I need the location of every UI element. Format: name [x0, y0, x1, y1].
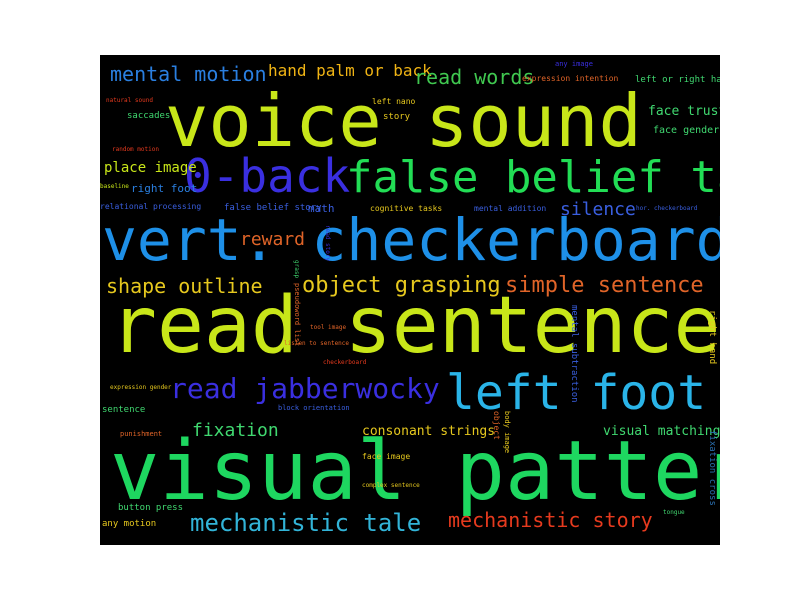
word-read-words: read words	[414, 65, 535, 89]
word-left-or-right-hand: left or right hand	[635, 75, 720, 85]
word-any-image: any image	[555, 60, 593, 68]
word-consonant-strings: consonant strings	[362, 424, 496, 439]
word-mechanistic-tale: mechanistic tale	[190, 509, 422, 537]
word-grasp: grasp	[293, 260, 300, 279]
word-simple-sentence: simple sentence	[505, 273, 704, 298]
word-0-back: 0-back	[184, 149, 351, 203]
word-expression-gender: expression gender	[110, 384, 172, 391]
word-false-belief-story: false belief story	[224, 203, 322, 213]
word-block-orientation: block orientation	[278, 404, 350, 412]
word-vert-checkerboard: vert. checkerboard	[102, 206, 720, 274]
word-math: math	[308, 202, 335, 215]
word-mental-subtraction: mental subtraction	[569, 305, 579, 403]
word-sentence: sentence	[102, 405, 146, 415]
word-checkerboard: checkerboard	[323, 359, 367, 366]
word-right-hand: right hand	[707, 310, 717, 365]
word-mechanistic-story: mechanistic story	[448, 508, 653, 532]
word-complex-sentence: complex sentence	[362, 482, 420, 489]
word-visual-matching: visual matching	[603, 424, 720, 439]
word-hor-checkerboard: hor. checkerboard	[636, 205, 698, 212]
word-visual-pattern: visual pattern	[110, 424, 720, 519]
word-listen-to-sentence: listen to sentence	[284, 340, 350, 347]
word-baseline: baseline	[100, 183, 129, 190]
word-cognitive-tasks: cognitive tasks	[370, 204, 443, 213]
word-cloud: voice sound read sentence vert. checkerb…	[100, 55, 720, 545]
word-tool-image: tool image	[310, 324, 347, 331]
word-natural-sound: natural sound	[106, 97, 153, 104]
word-expression-intention: expression intention	[522, 74, 619, 83]
word-left-nano: left nano	[372, 97, 416, 106]
word-false-belief-tale: false belief tale	[346, 152, 720, 203]
word-face-trusty: face trusty	[648, 104, 720, 119]
word-silence: silence	[560, 199, 636, 220]
word-object-grasping: object grasping	[302, 273, 501, 298]
word-fixation-cross: fixation cross	[707, 430, 717, 506]
word-voice-sound: voice sound	[165, 79, 642, 163]
word-object: object	[492, 411, 501, 440]
word-read-story: read story	[324, 225, 331, 262]
word-pseudoword-list: pseudoword list	[293, 283, 301, 347]
word-saccades: saccades	[127, 111, 171, 121]
word-story: story	[383, 112, 411, 122]
word-read-sentence: read sentence	[110, 281, 720, 371]
word-tongue: tongue	[663, 509, 685, 516]
word-any-motion: any motion	[102, 519, 157, 529]
word-button-press: button press	[118, 503, 184, 513]
word-right-foot: right foot	[131, 182, 198, 195]
word-reward: reward	[240, 229, 306, 250]
word-random-motion: random motion	[112, 146, 159, 153]
word-read-jabberwocky: read jabberwocky	[170, 372, 440, 405]
word-punishment: punishment	[120, 430, 163, 438]
word-hand-palm-or-back: hand palm or back	[268, 61, 432, 80]
word-mental-addition: mental addition	[474, 204, 547, 213]
word-relational-processing: relational processing	[100, 202, 202, 211]
word-left-foot: left foot	[446, 365, 707, 421]
word-shape-outline: shape outline	[106, 274, 263, 298]
word-place-image: place image	[104, 160, 197, 176]
word-fixation: fixation	[192, 420, 279, 441]
word-mental-motion: mental motion	[110, 62, 267, 86]
word-body-image: body image	[503, 411, 511, 454]
word-face-image: face image	[362, 452, 411, 461]
word-face-gender: face gender	[653, 125, 720, 136]
